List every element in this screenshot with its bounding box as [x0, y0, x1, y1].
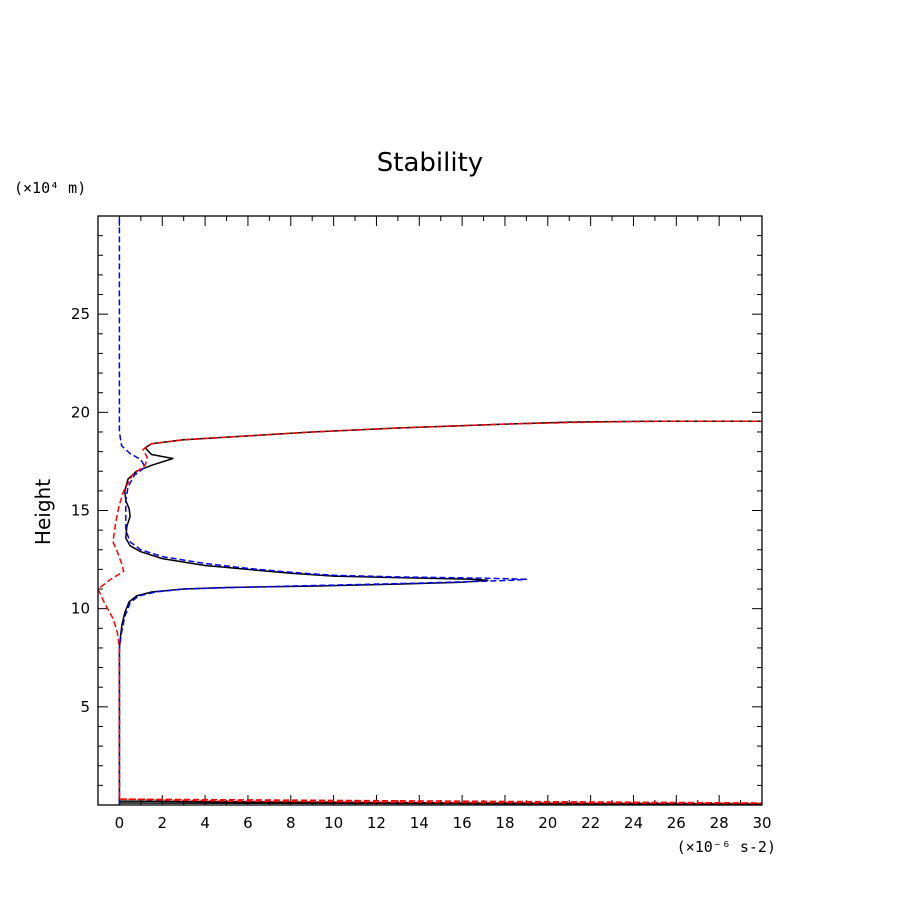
series-line-red-dashed: [98, 420, 762, 805]
x-tick-label: 14: [410, 814, 429, 832]
chart-title: Stability: [377, 148, 483, 178]
x-tick-label: 4: [200, 814, 210, 832]
series-line-blue-dashed: [118, 216, 528, 805]
y-tick-label: 15: [71, 502, 90, 520]
x-tick-label: 18: [495, 814, 514, 832]
x-tick-label: 8: [286, 814, 296, 832]
x-tick-label: 12: [367, 814, 386, 832]
x-tick-label: 28: [710, 814, 729, 832]
y-axis-unit: (×10⁴ m): [14, 179, 86, 197]
x-tick-label: 6: [243, 814, 253, 832]
x-axis-unit: (×10⁻⁶ s-2): [677, 838, 776, 856]
x-tick-label: 0: [115, 814, 125, 832]
series-line-black-solid: [118, 420, 762, 805]
x-tick-label: 20: [538, 814, 557, 832]
x-tick-label: 2: [157, 814, 167, 832]
x-tick-label: 10: [324, 814, 343, 832]
y-tick-label: 5: [80, 698, 90, 716]
plot-frame: [97, 215, 763, 806]
y-tick-label: 10: [71, 600, 90, 618]
x-tick-label: 30: [752, 814, 771, 832]
x-tick-label: 16: [453, 814, 472, 832]
x-tick-label: 22: [581, 814, 600, 832]
y-axis-label: Height: [31, 479, 55, 545]
y-tick-label: 20: [71, 403, 90, 421]
y-tick-label: 25: [71, 305, 90, 323]
x-tick-label: 26: [667, 814, 686, 832]
x-tick-label: 24: [624, 814, 643, 832]
